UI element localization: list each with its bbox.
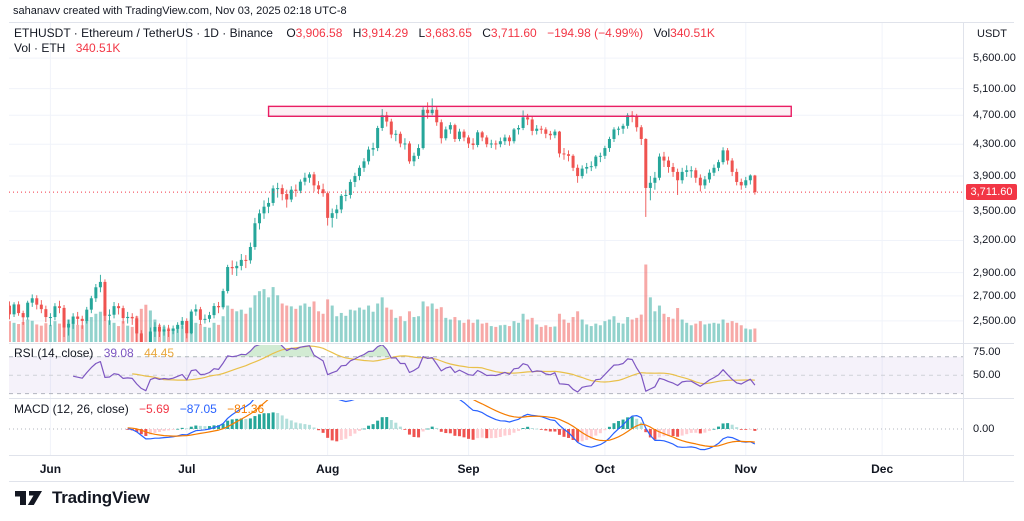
price-tick-label: 3,900.00 <box>973 170 1016 183</box>
time-tick-label: Sep <box>457 462 480 476</box>
last-price-label: 3,711.60 <box>966 184 1017 201</box>
change-value: −194.98 (−4.99%) <box>547 26 644 40</box>
rsi-lines[interactable] <box>73 341 756 393</box>
macd-hist-value: −5.69 <box>139 402 170 416</box>
price-tick-label: 5,600.00 <box>973 52 1016 65</box>
time-tick-label: Jun <box>39 462 62 476</box>
price-tick-label: 0.00 <box>973 423 995 435</box>
time-tick-label: Nov <box>734 462 758 476</box>
time-tick-label: Oct <box>594 462 615 476</box>
price-tick-label: 2,900.00 <box>973 266 1016 279</box>
price-tick-label: 4,700.00 <box>973 109 1016 122</box>
tradingview-logo-text: TradingView <box>52 488 150 507</box>
price-tick-label: 2,700.00 <box>973 289 1016 302</box>
open-label: O <box>286 26 296 40</box>
rsi-title: RSI (14, close) <box>14 346 94 360</box>
price-tick-label: 4,300.00 <box>973 138 1016 151</box>
tradingview-logo-icon <box>15 491 42 505</box>
attribution-text: sahanavv created with TradingView.com, N… <box>13 5 347 17</box>
high-label: H <box>352 26 362 40</box>
macd-line-value: −87.05 <box>179 402 217 416</box>
macd-signal-value: −81.36 <box>227 402 265 416</box>
close-value: 3,711.60 <box>490 26 537 40</box>
volume-row-label: Vol · ETH <box>14 41 66 55</box>
rsi-value: 39.08 <box>103 346 134 360</box>
pane-borders <box>9 22 1014 482</box>
candles[interactable] <box>8 98 757 374</box>
macd-pane[interactable] <box>126 373 757 451</box>
price-tick-label: 2,500.00 <box>973 314 1016 327</box>
price-tick-label: 3,200.00 <box>973 234 1016 247</box>
price-tick-label: 75.00 <box>973 346 1001 359</box>
time-axis[interactable]: Jun Jul Aug Sep Oct Nov Dec <box>0 455 963 481</box>
close-label: C <box>482 26 491 40</box>
time-tick-label: Dec <box>871 462 894 476</box>
low-value: 3,683.65 <box>425 26 472 40</box>
price-tick-label: 50.00 <box>973 369 1001 382</box>
low-label: L <box>418 26 426 40</box>
grid-lines <box>9 22 963 455</box>
volume-value: 340.51K <box>670 26 715 40</box>
time-tick-label: Aug <box>315 462 340 476</box>
rsi-legend[interactable]: RSI (14, close) 39.08 44.45 <box>14 346 174 360</box>
rsi-ma-value: 44.45 <box>144 346 175 360</box>
volume-bars[interactable] <box>8 264 757 343</box>
price-tick-label: 3,500.00 <box>973 205 1016 218</box>
volume-legend[interactable]: Vol · ETH 340.51K <box>14 41 127 55</box>
open-value: 3,906.58 <box>295 26 343 40</box>
high-value: 3,914.29 <box>361 26 409 40</box>
price-tick-label: 5,100.00 <box>973 82 1016 95</box>
macd-title: MACD (12, 26, close) <box>14 402 129 416</box>
symbol-legend[interactable]: ETHUSDT · Ethereum / TetherUS · 1D · Bin… <box>14 26 715 40</box>
symbol-title: ETHUSDT · Ethereum / TetherUS · 1D · Bin… <box>14 26 273 40</box>
time-tick-label: Jul <box>178 462 196 476</box>
price-axis[interactable]: USDT 3,711.60 5,600.00 5,100.00 4,700.00 4,… <box>963 22 1024 481</box>
volume-label: Vol <box>653 26 671 40</box>
currency-label: USDT <box>977 28 1007 40</box>
tradingview-logo[interactable]: TradingView <box>14 488 150 508</box>
rectangle-drawing[interactable] <box>267 105 792 117</box>
volume-row-value: 340.51K <box>75 41 121 55</box>
macd-legend[interactable]: MACD (12, 26, close) −5.69 −87.05 −81.36 <box>14 402 264 416</box>
